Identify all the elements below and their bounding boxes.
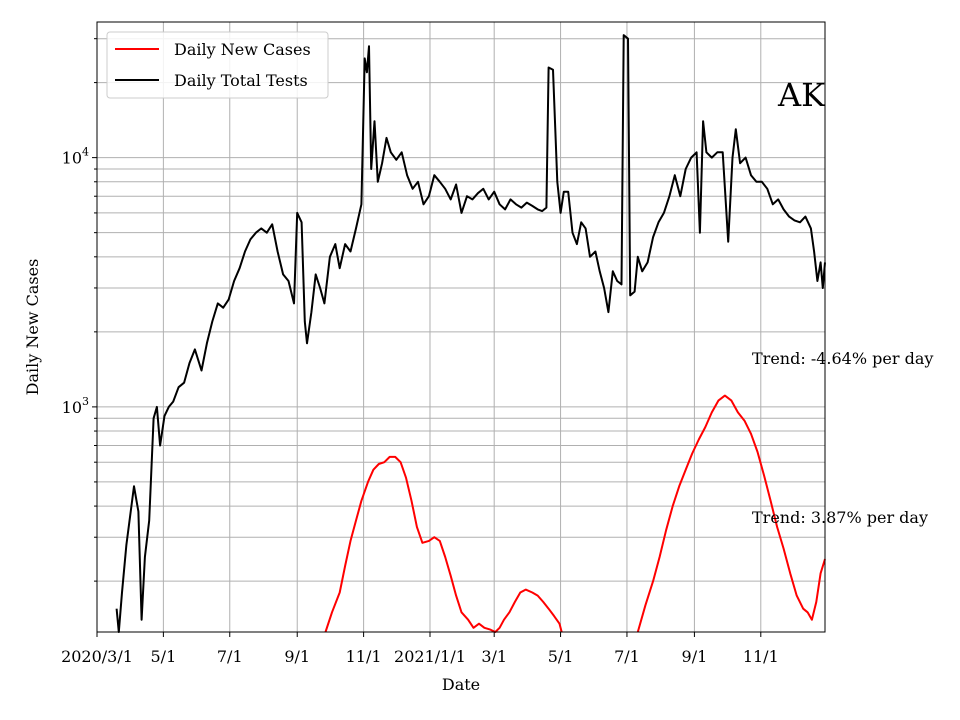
y-axis-label: Daily New Cases — [23, 259, 42, 396]
y-tick-label-exponent: 3 — [82, 395, 89, 408]
x-tick-label: 11/1 — [346, 647, 382, 666]
legend-label-daily-total-tests: Daily Total Tests — [174, 71, 308, 90]
x-axis-label: Date — [442, 675, 480, 694]
x-tick-label: 9/1 — [682, 647, 708, 666]
series-layer — [115, 34, 826, 633]
axes-frame — [96, 21, 826, 633]
legend: Daily New Cases Daily Total Tests — [106, 31, 329, 99]
grid — [96, 22, 825, 632]
x-tick-label: 2020/3/1 — [61, 647, 133, 666]
x-tick-label: 11/1 — [743, 647, 779, 666]
legend-box — [106, 31, 329, 99]
series-line-daily-new-cases-wave-2 — [636, 394, 826, 633]
trend-annotation-cases: Trend: 3.87% per day — [752, 508, 928, 527]
series-line-daily-total-tests — [115, 34, 826, 633]
ticks: 2020/3/1 5/1 7/1 9/1 11/1 2021/1/1 3/1 5/1 7/1 9/… — [61, 38, 779, 666]
y-tick-label: 103 — [62, 395, 89, 417]
state-label: AK — [777, 76, 826, 114]
series-line-daily-new-cases-wave-1 — [324, 455, 563, 633]
x-tick-label: 5/1 — [548, 647, 574, 666]
x-tick-label: 5/1 — [151, 647, 177, 666]
x-tick-label: 7/1 — [217, 647, 243, 666]
x-tick-label: 9/1 — [284, 647, 310, 666]
legend-label-daily-new-cases: Daily New Cases — [174, 40, 311, 59]
y-tick-label-base: 10 — [62, 149, 82, 168]
x-tick-label: 7/1 — [614, 647, 640, 666]
y-tick-label-exponent: 4 — [82, 146, 89, 159]
y-tick-label-base: 10 — [62, 398, 82, 417]
x-tick-label: 3/1 — [481, 647, 507, 666]
x-tick-label: 2021/1/1 — [394, 647, 466, 666]
trend-annotation-tests: Trend: -4.64% per day — [752, 349, 933, 368]
y-tick-label: 104 — [62, 146, 89, 168]
